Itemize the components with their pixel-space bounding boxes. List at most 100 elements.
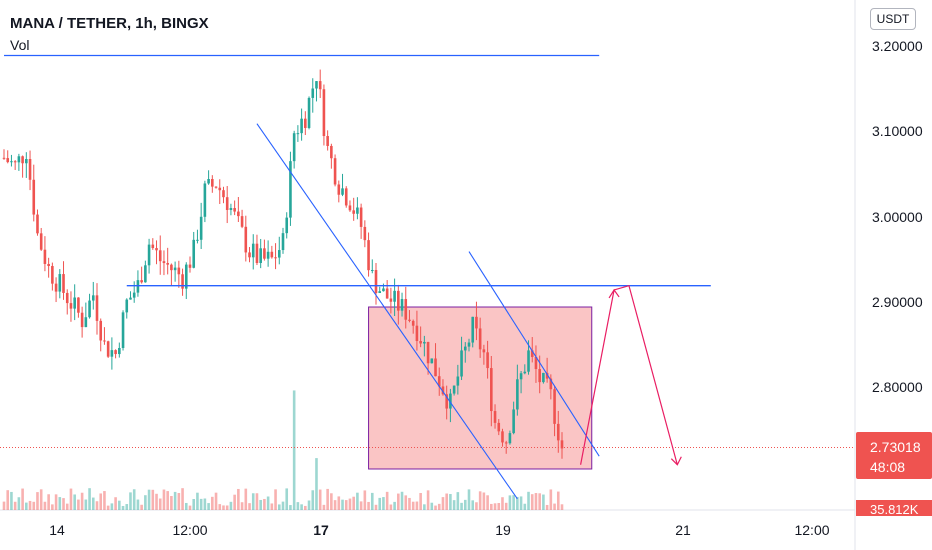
candle-body: [467, 342, 471, 347]
candle-body: [408, 319, 411, 321]
volume-bar: [259, 499, 262, 510]
volume-bar: [359, 501, 363, 510]
volume-bar: [501, 497, 504, 510]
price-tick-label: 2.80000: [872, 379, 923, 395]
candle-body: [211, 179, 214, 187]
candle-body: [25, 158, 28, 164]
volume-bar: [326, 488, 329, 510]
volume-bar: [218, 504, 222, 510]
volume-bar: [54, 494, 58, 510]
volume-bar: [519, 496, 523, 510]
candle-body: [270, 251, 274, 258]
volume-bar: [181, 488, 184, 510]
volume-bar: [140, 504, 143, 510]
volume-bar: [545, 504, 549, 510]
volume-bar: [277, 504, 281, 510]
candle-body: [553, 389, 556, 424]
volume-bar: [434, 505, 437, 510]
volume-bar: [408, 497, 411, 510]
candle-body: [274, 257, 277, 259]
candle-body: [88, 300, 91, 318]
candle-body: [385, 288, 389, 299]
candle-body: [51, 266, 54, 284]
volume-bar: [10, 491, 13, 510]
volume-bar: [88, 488, 91, 510]
candle-body: [47, 263, 50, 267]
volume-bar: [348, 498, 352, 510]
candle-body: [437, 376, 441, 387]
candle-body: [132, 292, 136, 298]
candle-body: [244, 226, 248, 253]
volume-bar: [39, 489, 43, 510]
volume-bar: [177, 493, 181, 510]
candle-body: [285, 217, 289, 234]
candle-body: [330, 145, 333, 159]
candle-body: [158, 250, 162, 262]
candle-body: [77, 297, 80, 313]
volume-bar: [527, 491, 530, 510]
candle-body: [367, 240, 370, 271]
volume-bar: [419, 492, 422, 510]
candle-body: [255, 243, 259, 264]
candle-body: [266, 251, 270, 259]
candle-body: [374, 270, 378, 294]
currency-button[interactable]: USDT: [870, 8, 916, 30]
volume-bar: [207, 503, 210, 510]
candle-body: [10, 161, 13, 163]
candle-body: [147, 244, 151, 266]
candle-body: [523, 371, 527, 374]
candle-body: [463, 346, 467, 351]
volume-bar: [233, 494, 236, 510]
volume-bar: [2, 501, 6, 510]
candle-body: [519, 373, 523, 380]
volume-bar: [315, 458, 318, 510]
candle-body: [337, 184, 341, 195]
candle-body: [549, 378, 553, 390]
volume-bar: [560, 504, 564, 510]
volume-bar: [47, 494, 50, 510]
volume-bar: [322, 504, 326, 510]
candle-body: [538, 369, 541, 383]
volume-bar: [467, 489, 471, 510]
volume-bar: [51, 504, 54, 510]
candle-body: [292, 133, 296, 162]
volume-bar: [6, 490, 10, 510]
candle-body: [28, 158, 32, 180]
candle-body: [478, 328, 482, 350]
volume-bar: [270, 503, 274, 510]
channel-left-line: [256, 123, 518, 500]
channel-right-line: [468, 251, 600, 457]
volume-bar: [393, 501, 396, 510]
volume-bar: [162, 489, 166, 510]
candle-body: [225, 197, 229, 210]
candle-body: [530, 350, 534, 357]
volume-value-tag: 35.812K: [856, 500, 932, 516]
volume-bar: [307, 500, 311, 510]
candle-body: [322, 89, 326, 137]
candle-body: [62, 274, 65, 293]
candle-body: [251, 243, 255, 258]
volume-bar: [17, 497, 21, 510]
volume-bar: [73, 494, 76, 510]
volume-bar: [549, 489, 553, 510]
volume-bar: [538, 493, 541, 510]
candle-body: [393, 290, 396, 302]
volume-bar: [84, 499, 88, 510]
volume-bar: [144, 495, 147, 510]
candle-body: [318, 81, 322, 90]
candle-body: [2, 157, 6, 159]
volume-bar: [155, 493, 158, 510]
volume-bar: [478, 491, 482, 510]
candle-body: [218, 187, 222, 191]
candle-body: [13, 161, 17, 163]
candle-body: [170, 264, 173, 271]
volume-bar: [296, 502, 300, 510]
candle-body: [65, 292, 69, 304]
volume-bar: [13, 501, 17, 510]
candle-body: [382, 288, 385, 292]
candle-body: [356, 207, 359, 214]
volume-bar: [158, 498, 162, 510]
candle-body: [73, 297, 76, 309]
volume-bar: [512, 495, 515, 510]
